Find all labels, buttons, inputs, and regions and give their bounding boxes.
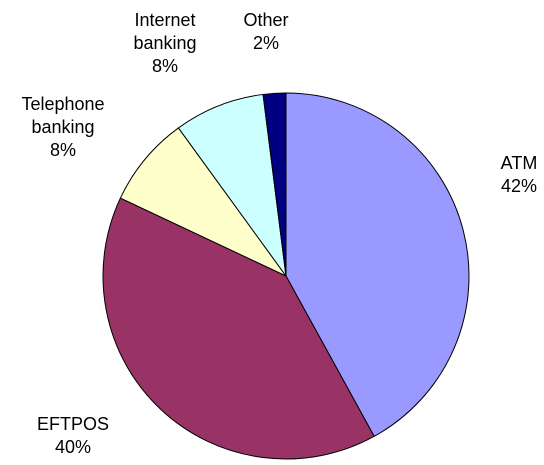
slice-name-line: banking (133, 33, 196, 53)
slice-name-line: banking (31, 117, 94, 137)
slice-name-line: ATM (501, 153, 538, 173)
pie-slice-atm (285, 92, 470, 438)
slice-name-line: Telephone (21, 94, 104, 114)
pie-slice-telephone-banking (119, 127, 287, 277)
slice-label-eftpos: EFTPOS 40% (37, 414, 109, 457)
slice-label-other: Other 2% (243, 10, 288, 53)
slice-percent: 2% (253, 33, 279, 53)
slice-label-telephone-banking: Telephone banking 8% (21, 94, 104, 160)
slice-label-internet-banking: Internet banking 8% (133, 10, 196, 76)
slice-name-line: Other (243, 10, 288, 30)
pie-slice-other (262, 92, 287, 277)
pie-slice-internet-banking (177, 93, 287, 277)
pie-slices (102, 92, 470, 460)
slice-name-line: EFTPOS (37, 414, 109, 434)
pie-slice-eftpos (102, 197, 375, 460)
slice-name-line: Internet (134, 10, 195, 30)
pie-labels: ATM 42%EFTPOS 40%Telephone banking 8%Interne… (21, 10, 537, 457)
slice-percent: 40% (55, 437, 91, 457)
slice-percent: 8% (152, 56, 178, 76)
slice-percent: 42% (501, 176, 537, 196)
slice-percent: 8% (50, 140, 76, 160)
slice-label-atm: ATM 42% (501, 153, 538, 196)
